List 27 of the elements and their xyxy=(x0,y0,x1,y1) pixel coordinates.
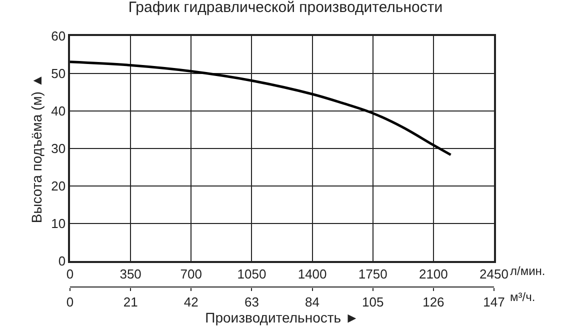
x-tick-label: 350 xyxy=(120,266,142,282)
x2-tick-label: 105 xyxy=(362,294,384,310)
x-tick-label: 1400 xyxy=(298,266,327,282)
x-axis-title: Производительность ► xyxy=(205,309,359,326)
y-tick-label: 10 xyxy=(51,216,66,231)
x-tick-label: 700 xyxy=(180,266,202,282)
x2-tick-label: 21 xyxy=(123,294,138,310)
x-tick-label: 2450 xyxy=(480,266,508,282)
y-tick-label: 60 xyxy=(51,28,66,44)
x2-tick-label: 63 xyxy=(244,294,259,310)
y-tick-label: 50 xyxy=(51,66,66,82)
text: л/мин. xyxy=(510,264,546,278)
x2-tick-label: 42 xyxy=(184,294,198,310)
y-tick-label: 20 xyxy=(51,178,66,194)
y-tick-label: 0 xyxy=(58,253,66,268)
x-tick-label: 1050 xyxy=(237,266,266,282)
x-tick-label: 1750 xyxy=(358,266,388,282)
x2-tick-label: 147 xyxy=(483,294,505,310)
line-series xyxy=(70,60,452,156)
y-axis-title: Высота подъёма (м) ▲ xyxy=(28,74,44,224)
y-tick-label: 30 xyxy=(51,141,66,156)
chart-title: График гидравлической производительности xyxy=(128,0,443,16)
x2-tick-label: 84 xyxy=(305,294,320,310)
y-tick-label: 40 xyxy=(51,104,66,119)
x2-tick-label: 126 xyxy=(422,294,444,310)
x-tick-label: 2100 xyxy=(418,266,448,282)
text: м³/ч. xyxy=(510,290,536,304)
